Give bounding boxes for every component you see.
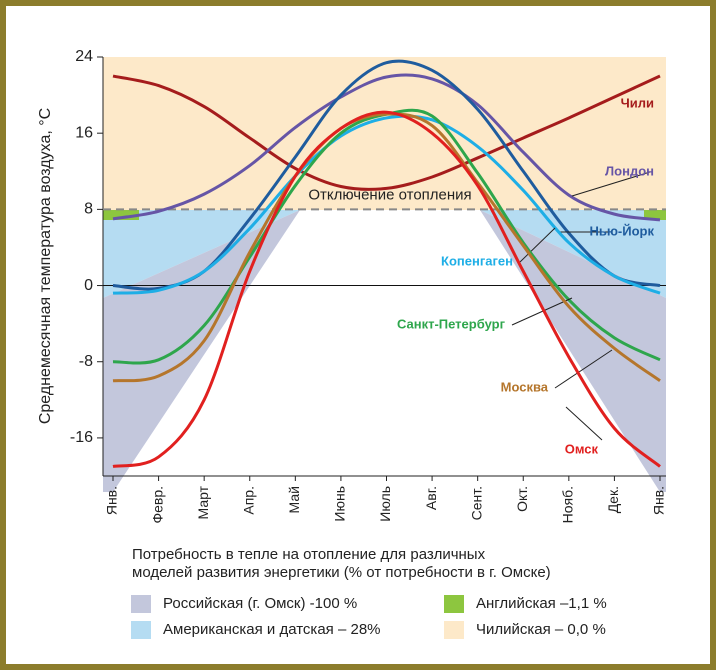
legend-label: Чилийская – 0,0 % [476,621,606,638]
legend-swatch [131,595,151,613]
x-tick-label: Янв. [104,486,120,515]
leader-line [511,297,573,326]
x-tick-label: Сент. [468,486,484,520]
series-label: Нью-Йорк [589,223,654,238]
y-axis-label: Среднемесячная температура воздуха, °C [37,108,54,424]
legend-swatch [444,595,464,613]
series-label: Москва [501,379,549,394]
y-tick-label: 24 [75,48,93,65]
series-line [112,112,661,383]
legend-label: Английская –1,1 % [476,595,607,612]
legend-title: моделей развития энергетики (% от потреб… [132,564,551,581]
x-tick-label: Июнь [332,486,348,522]
leader-line [571,171,651,197]
english-area [644,210,666,220]
y-tick-label: 0 [84,277,93,294]
x-tick-label: Нояб. [560,486,576,523]
x-tick-label: Авг. [423,486,439,510]
x-tick-label: Янв. [651,486,667,515]
series-line [112,110,661,468]
x-tick-label: Дек. [605,486,621,513]
leader-line [565,406,603,441]
x-tick-label: Окт. [514,486,530,512]
legend-label: Американская и датская – 28% [163,621,381,638]
series-line [112,114,661,295]
russian-area [103,210,300,492]
series-label: Лондон [605,163,654,178]
leader-line [554,349,613,389]
series-line [112,73,661,222]
legend-title: Потребность в тепле на отопление для раз… [132,546,486,563]
y-tick-label: -8 [79,353,93,370]
series-line [112,74,661,191]
heating-off-label: Отключение отопления [308,186,471,203]
series-label: Копенгаген [441,253,513,268]
series-label: Чили [621,95,654,110]
series-label: Санкт-Петербург [397,316,506,331]
x-tick-label: Май [286,486,302,513]
y-tick-label: 8 [84,201,93,218]
x-tick-label: Июль [377,486,393,522]
legend-swatch [444,621,464,639]
leader-line [519,227,556,263]
y-tick-label: -16 [70,429,93,446]
legend-label: Российская (г. Омск) -100 % [163,595,357,612]
x-tick-label: Февр. [149,486,165,524]
legend-swatch [131,621,151,639]
series-label: Омск [565,441,599,456]
english-area [103,210,139,220]
chilean-area [103,57,666,210]
x-tick-label: Апр. [240,486,256,515]
x-tick-label: Март [195,485,211,519]
y-tick-label: 16 [75,124,93,141]
